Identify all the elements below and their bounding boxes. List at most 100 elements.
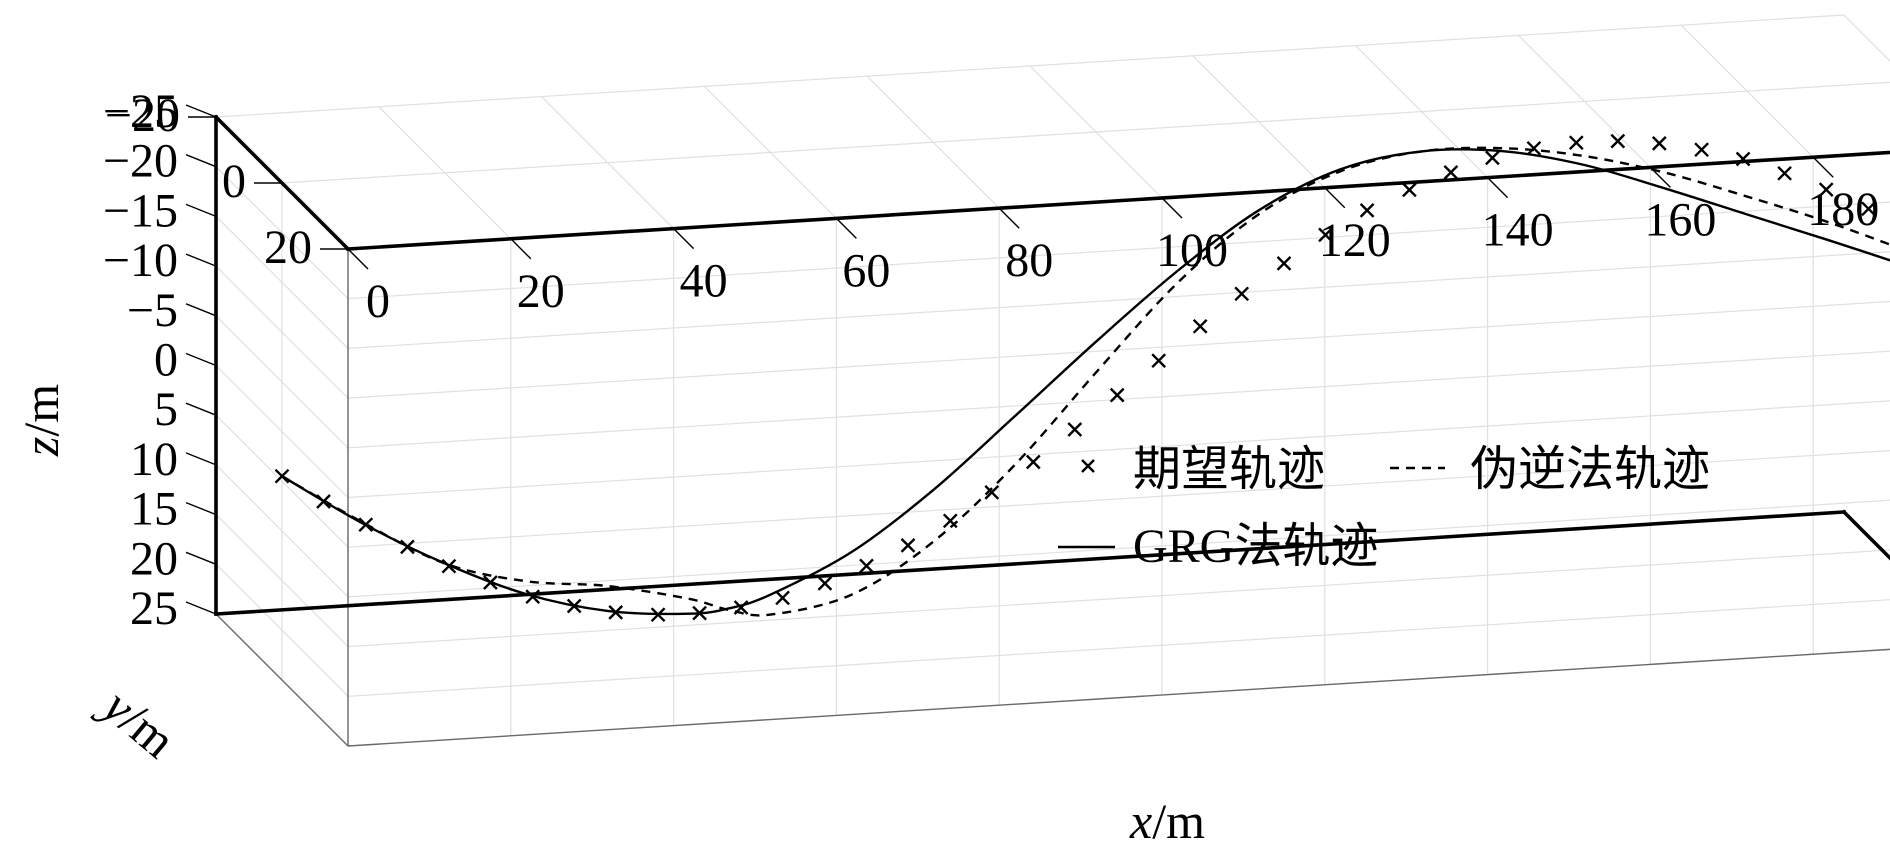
z-axis-var: z (13, 437, 69, 457)
z-tick-mark (185, 402, 217, 416)
y-tick-label: −20 (105, 89, 180, 142)
grid-line (215, 514, 349, 648)
grid-line (347, 549, 1890, 648)
z-tick-label: 0 (154, 334, 178, 387)
series-marker-expected (1109, 387, 1125, 403)
z-tick-label: 10 (130, 433, 178, 486)
series-marker-expected (358, 517, 374, 533)
marker-stroke (1151, 353, 1167, 369)
series-marker-expected (1067, 422, 1083, 437)
series-marker-expected (1818, 182, 1834, 197)
z-tick-mark (185, 352, 217, 367)
marker-stroke (1359, 203, 1375, 218)
series-marker-expected (441, 558, 457, 574)
x-tick-mark (835, 217, 857, 239)
marker-stroke (900, 538, 916, 553)
marker-stroke (692, 605, 707, 621)
grid-line (347, 648, 1890, 747)
series-marker-expected (1192, 318, 1208, 334)
grid-line (215, 215, 349, 349)
marker-stroke (1067, 422, 1083, 437)
series-marker-expected (1276, 256, 1292, 271)
series-marker-expected (1610, 133, 1626, 149)
y-tick-label: 0 (222, 155, 246, 208)
series-marker-expected (400, 539, 415, 555)
box-edge (1841, 509, 1890, 561)
series-marker-expected (483, 575, 498, 590)
series-line-grg (281, 148, 1890, 616)
x-tick-mark (1812, 156, 1834, 178)
series-marker-expected (1151, 353, 1167, 369)
y-tick-label: 20 (264, 221, 312, 274)
series-marker-expected (1402, 182, 1417, 198)
x-tick-mark (1487, 177, 1509, 199)
box-edge (215, 613, 349, 747)
grid-line (215, 563, 349, 697)
x-tick-label: 20 (517, 265, 565, 318)
grid-line (347, 350, 1890, 449)
x-axis-var: x (1129, 793, 1152, 849)
z-tick-label: −10 (103, 234, 178, 287)
series-marker-expected (900, 538, 916, 553)
marker-stroke (274, 468, 290, 484)
series-marker-expected (1025, 454, 1041, 470)
grid-line (215, 365, 349, 498)
series-marker-expected (859, 558, 874, 574)
marker-stroke (1861, 201, 1876, 217)
x-tick-mark (673, 228, 695, 250)
x-tick-mark (347, 248, 369, 270)
marker-stroke (608, 605, 624, 620)
series-marker-expected (1777, 165, 1792, 181)
x-tick-mark (1324, 187, 1346, 209)
grid-line (347, 300, 1890, 399)
box-edge (214, 510, 1846, 616)
x-tick-mark (1161, 197, 1183, 219)
x-tick-label: 160 (1644, 193, 1716, 246)
marker-stroke (1694, 142, 1709, 158)
grid-line (347, 400, 1890, 499)
grid-line (215, 464, 349, 598)
grid-line (215, 265, 349, 399)
legend: 期望轨迹 伪逆法轨迹 GRG法轨迹 (1058, 443, 1710, 573)
grid-line (215, 315, 349, 449)
z-tick-label: 20 (130, 532, 178, 585)
series-marker-expected (1485, 150, 1500, 166)
grid-line (347, 201, 1890, 300)
series-marker-expected (1443, 165, 1459, 180)
legend-label-grg: GRG法轨迹 (1133, 520, 1378, 573)
series-marker-expected (1359, 203, 1375, 218)
marker-stroke (1526, 140, 1542, 156)
grid-line (215, 166, 349, 300)
marker-stroke (1234, 286, 1250, 302)
z-axis-unit: /m (13, 384, 69, 437)
marker-stroke (1735, 151, 1751, 167)
axis-ticks: 020406080100120140160180200−20020−25−20−… (103, 85, 1879, 635)
grid-line (1843, 14, 1890, 62)
series-marker-expected (733, 600, 749, 615)
marker-stroke (942, 513, 958, 529)
x-tick-mark (998, 207, 1020, 229)
z-tick-mark (185, 253, 217, 267)
marker-stroke (1192, 318, 1208, 334)
box-edge (347, 648, 1890, 747)
marker-stroke (1568, 135, 1584, 151)
marker-stroke (316, 494, 331, 509)
grid-line (281, 81, 1890, 184)
series-marker-expected (775, 590, 790, 606)
marker-stroke (1276, 256, 1292, 271)
legend-label-expected: 期望轨迹 (1133, 443, 1325, 496)
series-line-pseudo-inverse (281, 146, 1890, 617)
marker-stroke (566, 598, 582, 614)
grid-line (347, 499, 1890, 598)
marker-stroke (775, 590, 790, 606)
x-axis-label: x/m (1129, 793, 1205, 849)
marker-stroke (358, 517, 374, 533)
marker-stroke (1777, 165, 1792, 181)
x-tick-label: 60 (842, 244, 890, 297)
marker-stroke (1402, 182, 1417, 198)
legend-item-grg: GRG法轨迹 (1058, 520, 1378, 573)
marker-stroke (1485, 150, 1500, 166)
series-marker-expected (274, 468, 290, 484)
marker-stroke (1651, 136, 1667, 151)
